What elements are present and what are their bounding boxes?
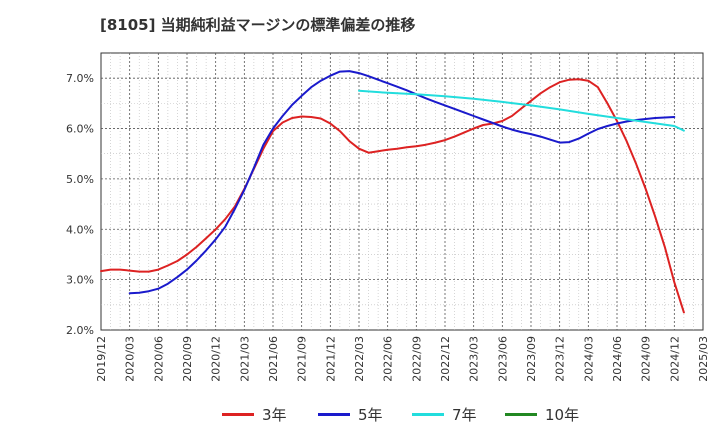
- x-tick-label: 2019/12: [95, 336, 108, 382]
- x-tick-label: 2023/03: [468, 336, 481, 382]
- x-tick-label: 2025/03: [697, 336, 710, 382]
- legend-item: 3年: [222, 404, 287, 425]
- series-line-5年: [128, 70, 676, 295]
- chart-area: 2.0% 3.0% 4.0% 5.0% 6.0% 7.0% 2019/12 2020/03 20…: [66, 52, 710, 382]
- legend-swatch: [505, 413, 537, 416]
- x-tick-label: 2021/09: [296, 336, 309, 382]
- series-line-3年: [100, 78, 685, 314]
- x-tick-label: 2024/12: [668, 336, 681, 382]
- x-tick-label: 2022/03: [353, 336, 366, 382]
- x-tick-label: 2022/12: [439, 336, 452, 382]
- legend-label: 3年: [262, 406, 287, 424]
- y-tick-label: 2.0%: [66, 324, 94, 337]
- legend: 3年 5年 7年 10年: [0, 400, 720, 430]
- plot-frame: [100, 52, 704, 331]
- y-tick-label: 4.0%: [66, 223, 94, 236]
- x-tick-label: 2021/06: [267, 336, 280, 382]
- legend-item: 7年: [412, 404, 477, 425]
- legend-label: 10年: [545, 406, 580, 424]
- x-tick-label: 2021/03: [238, 336, 251, 382]
- x-tick-label: 2024/09: [640, 336, 653, 382]
- chart-title: [8105] 当期純利益マージンの標準偏差の推移: [100, 16, 416, 34]
- legend-label: 5年: [358, 406, 383, 424]
- y-tick-label: 7.0%: [66, 72, 94, 85]
- x-tick-label: 2023/09: [525, 336, 538, 382]
- x-tick-label: 2020/06: [152, 336, 165, 382]
- legend-item: 10年: [505, 404, 579, 425]
- x-tick-label: 2024/03: [582, 336, 595, 382]
- series-line-7年: [358, 89, 685, 132]
- x-tick-label: 2023/12: [554, 336, 567, 382]
- legend-swatch: [318, 413, 350, 416]
- x-tick-label: 2020/12: [210, 336, 223, 382]
- x-tick-label: 2022/06: [382, 336, 395, 382]
- x-tick-label: 2023/06: [496, 336, 509, 382]
- x-tick-label: 2024/06: [611, 336, 624, 382]
- legend-label: 7年: [452, 406, 477, 424]
- legend-swatch: [222, 413, 254, 416]
- y-tick-label: 3.0%: [66, 274, 94, 287]
- x-tick-label: 2022/09: [410, 336, 423, 382]
- y-tick-label: 5.0%: [66, 173, 94, 186]
- legend-item: 5年: [318, 404, 383, 425]
- x-tick-label: 2021/12: [324, 336, 337, 382]
- x-tick-label: 2020/09: [181, 336, 194, 382]
- legend-swatch: [412, 413, 444, 416]
- x-tick-label: 2020/03: [124, 336, 137, 382]
- y-tick-label: 6.0%: [66, 123, 94, 136]
